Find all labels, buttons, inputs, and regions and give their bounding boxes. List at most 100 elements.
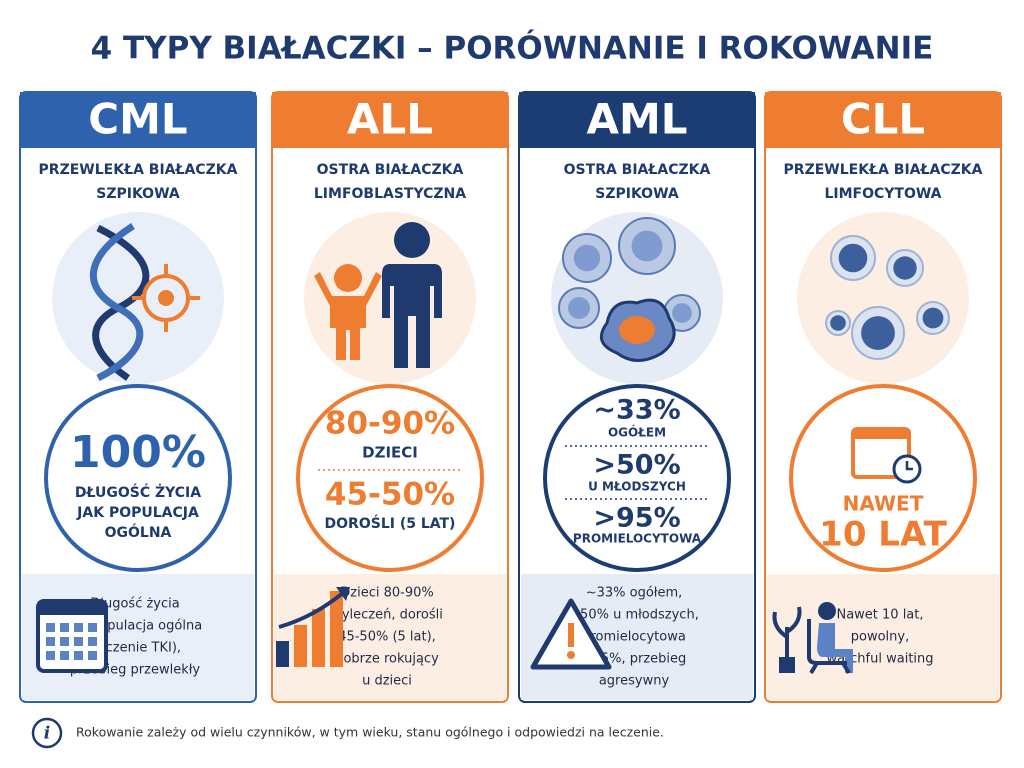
- target-cross: [132, 264, 200, 332]
- card-name: LIMFOBLASTYCZNA: [314, 186, 466, 202]
- calendar-cell: [74, 623, 83, 632]
- stat-circle: [296, 384, 484, 572]
- target-dot: [158, 290, 174, 306]
- cell-nucleus: [893, 256, 917, 280]
- summary-icon: [36, 599, 108, 673]
- summary-line: wyleczeń, dorośli: [331, 608, 443, 623]
- summary-line: watchful waiting: [826, 652, 933, 667]
- summary-line: Długość życia: [90, 597, 179, 612]
- stat-value: 45-50%: [325, 477, 455, 513]
- stat-label: OGÓŁEM: [608, 425, 666, 440]
- calendar-cell: [46, 623, 55, 632]
- child-head: [334, 264, 362, 292]
- summary-line: ~33% ogółem,: [586, 586, 683, 601]
- card-name: OSTRA BIAŁACZKA: [564, 162, 711, 178]
- card-header: [765, 92, 1001, 148]
- illustration: [90, 223, 200, 382]
- card-name: PRZEWLEKŁA BIAŁACZKA: [39, 162, 238, 178]
- info-icon-glyph: i: [44, 724, 50, 744]
- card-name: SZPIKOWA: [595, 186, 679, 202]
- summary-line: (leczenie TKI),: [89, 641, 181, 656]
- calendar-cell: [60, 637, 69, 646]
- card: ALL OSTRA BIAŁACZKA LIMFOBLASTYCZNA 80-90% D…: [271, 91, 509, 703]
- growth-bar: [276, 641, 289, 667]
- chair: [807, 619, 851, 675]
- illustration: [314, 222, 442, 368]
- card-header: [20, 92, 256, 148]
- pot: [779, 657, 795, 673]
- summary-line: u dzieci: [362, 674, 412, 689]
- cell-nucleus: [830, 315, 846, 331]
- summary-line: powolny,: [851, 630, 909, 645]
- calendar-cell: [74, 637, 83, 646]
- calendar-cell: [88, 651, 97, 660]
- card-header: [519, 92, 755, 148]
- adult-head: [394, 222, 430, 258]
- summary-line: Dzieci 80-90%: [340, 586, 433, 601]
- summary-icon: [530, 598, 612, 670]
- stat-label: DZIECI: [362, 444, 418, 462]
- summary-line: promielocytowa: [582, 630, 686, 645]
- stat-value: 100%: [70, 427, 206, 478]
- stat-label: PROMIELOCYTOWA: [573, 532, 702, 546]
- calendar-cell: [60, 651, 69, 660]
- calendar-cell: [60, 623, 69, 632]
- target: [142, 274, 190, 322]
- calendar-cell: [88, 637, 97, 646]
- cell-nucleus: [631, 230, 663, 262]
- card-name: PRZEWLEKŁA BIAŁACZKA: [784, 162, 983, 178]
- stat-value: NAWET: [843, 492, 924, 516]
- cell-nucleus: [861, 316, 895, 350]
- stat-value: 10 LAT: [819, 515, 947, 555]
- blast-nucleus: [619, 316, 655, 344]
- page-title: 4 TYPY BIAŁACZKI – PORÓWNANIE I ROKOWANI…: [91, 30, 934, 67]
- stat-label: OGÓLNA: [105, 523, 172, 541]
- card-code: CLL: [841, 95, 925, 144]
- calendar-icon: [851, 427, 922, 484]
- growth-bar: [330, 591, 343, 667]
- growth-bar: [294, 625, 307, 667]
- summary-box: [767, 574, 999, 700]
- cell-nucleus: [838, 243, 868, 273]
- calendar-top: [38, 601, 106, 615]
- stat-value: 80-90%: [325, 406, 455, 442]
- child-body: [314, 272, 382, 360]
- calendar-top: [853, 429, 909, 439]
- arrow-head: [336, 587, 350, 601]
- summary-icon: [276, 587, 350, 667]
- stat-label: JAK POPULACJA: [76, 505, 199, 521]
- card: AML OSTRA BIAŁACZKA SZPIKOWA ~33%OGÓŁEM >50%…: [518, 91, 756, 703]
- clock-hands: [905, 461, 913, 471]
- calendar-cell: [74, 651, 83, 660]
- info-icon: [31, 717, 63, 749]
- cards: CML PRZEWLEKŁA BIAŁACZKA SZPIKOWA 100% DŁUGO…: [19, 91, 1002, 703]
- calendar-cell: [46, 637, 55, 646]
- stat-value: ~33%: [593, 395, 680, 426]
- stat-value: >50%: [593, 450, 680, 481]
- warning-dot: [567, 651, 575, 659]
- calendar-cell: [46, 651, 55, 660]
- card-code: AML: [586, 95, 687, 144]
- card-name: OSTRA BIAŁACZKA: [317, 162, 464, 178]
- stat-value: >95%: [593, 503, 680, 534]
- growth-arrow: [278, 590, 346, 629]
- person-head: [818, 602, 836, 620]
- card: CML PRZEWLEKŁA BIAŁACZKA SZPIKOWA 100% DŁUGO…: [19, 91, 257, 703]
- card-name: SZPIKOWA: [96, 186, 180, 202]
- summary-line: >50% u młodszych,: [569, 608, 699, 623]
- calendar-cell: [88, 623, 97, 632]
- person-body: [817, 623, 853, 673]
- cell-nucleus: [922, 307, 944, 329]
- stat-label: U MŁODSZYCH: [588, 480, 686, 494]
- cell-nucleus: [573, 244, 601, 272]
- illustration: [558, 217, 701, 362]
- card-name: LIMFOCYTOWA: [824, 186, 941, 202]
- card-code: CML: [88, 95, 187, 144]
- illustration: [825, 235, 950, 360]
- summary-icon: [772, 602, 853, 675]
- growth-bar: [312, 609, 325, 667]
- dna-strand: [90, 223, 144, 382]
- summary-line: 45-50% (5 lat),: [338, 630, 436, 645]
- card: CLL PRZEWLEKŁA BIAŁACZKA LIMFOCYTOWA NAWET1…: [764, 91, 1002, 703]
